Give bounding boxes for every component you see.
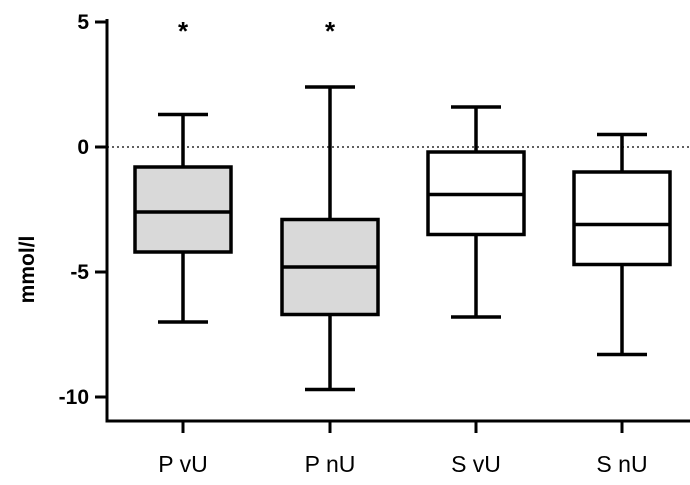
y-axis-label: mmol/l [16,236,39,304]
significance-star: * [178,16,189,46]
x-tick-label: S nU [596,451,647,477]
significance-star: * [325,16,336,46]
x-tick-label: S vU [451,451,501,477]
y-tick-label: -5 [70,261,89,284]
box-iqr [133,165,233,254]
axes [95,19,690,433]
box-iqr [572,170,672,267]
box-p-nu [280,85,380,392]
boxes [133,85,672,392]
box-s-nu [572,132,672,357]
labels: 5 0 -5 -10 mmol/l * P vU * P nU S vU S nU [16,11,648,477]
box-s-vu [426,105,526,319]
y-tick-label: 0 [77,136,89,159]
y-tick-label: -10 [59,386,89,409]
x-tick-label: P nU [305,451,356,477]
y-tick-label: 5 [77,11,89,34]
box-p-vu [133,112,233,324]
x-tick-label: P vU [158,451,207,477]
